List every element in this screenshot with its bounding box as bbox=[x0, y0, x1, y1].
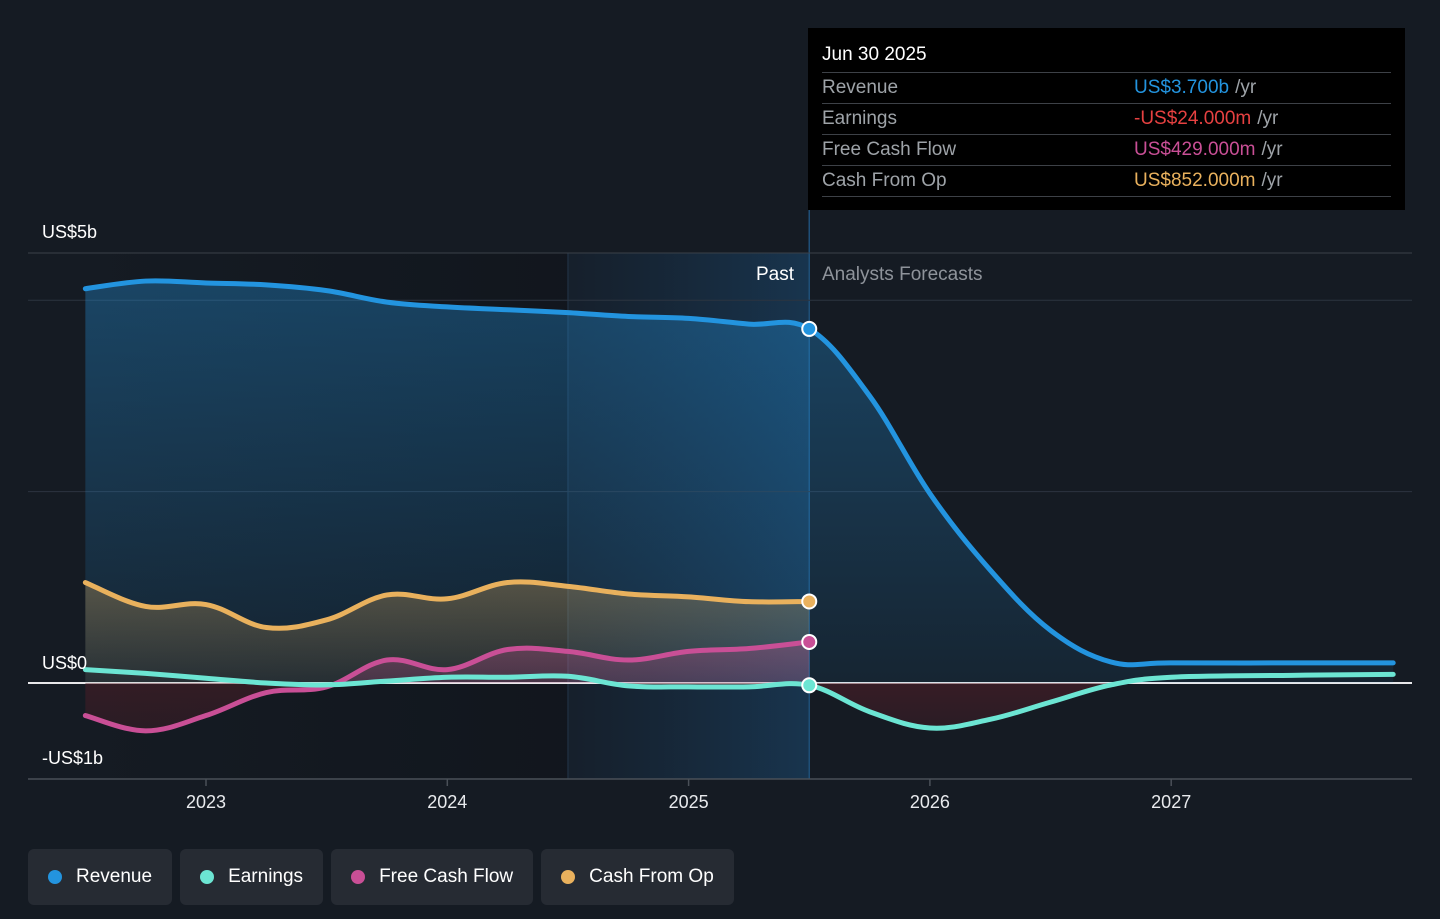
tooltip-value: US$852.000m bbox=[1134, 170, 1256, 191]
tooltip-name: Cash From Op bbox=[822, 170, 947, 191]
legend-label: Cash From Op bbox=[589, 866, 714, 887]
y-tick-label-bottom: -US$1b bbox=[42, 748, 103, 768]
tooltip-value: US$429.000m bbox=[1134, 139, 1256, 160]
x-tick-label: 2025 bbox=[669, 792, 709, 812]
tooltip-name: Free Cash Flow bbox=[822, 139, 957, 160]
legend-dot-icon bbox=[351, 870, 366, 884]
tooltip-unit: /yr bbox=[1261, 170, 1283, 191]
tooltip-date: Jun 30 2025 bbox=[822, 44, 927, 65]
free-cash-flow-area bbox=[85, 641, 810, 683]
free-cash-flow-marker bbox=[801, 633, 818, 650]
earnings-line bbox=[82, 667, 1396, 731]
legend-dot-icon bbox=[561, 870, 576, 884]
tooltip-unit: /yr bbox=[1257, 108, 1279, 129]
legend-dot-icon bbox=[200, 870, 215, 884]
tooltip-name: Revenue bbox=[822, 77, 899, 98]
tooltip-unit: /yr bbox=[1235, 77, 1257, 98]
y-tick-label-top: US$5b bbox=[42, 222, 97, 242]
x-tick-label: 2027 bbox=[1151, 792, 1191, 812]
tooltip-row-earnings: Earnings -US$24.000m /yr bbox=[822, 103, 1391, 134]
tooltip-name: Earnings bbox=[822, 108, 897, 129]
legend-item-free-cash-flow[interactable]: Free Cash Flow bbox=[331, 849, 534, 905]
legend-item-revenue[interactable]: Revenue bbox=[28, 849, 173, 905]
past-label: Past bbox=[756, 264, 795, 285]
tooltip-row-cash-from-op: Cash From Op US$852.000m /yr bbox=[822, 165, 1391, 197]
x-tick-label: 2024 bbox=[427, 792, 467, 812]
revenue-marker bbox=[801, 320, 818, 337]
revenue-area bbox=[85, 280, 1394, 683]
legend-dot-icon bbox=[48, 870, 62, 884]
legend: Revenue Earnings Free Cash Flow Cash Fro… bbox=[28, 849, 734, 905]
cash-from-op-marker bbox=[801, 593, 818, 610]
free-cash-flow-negative-area bbox=[85, 683, 810, 731]
cash-from-op-line bbox=[82, 579, 812, 631]
y-tick-label-zero: US$0 bbox=[42, 653, 87, 673]
earnings-marker bbox=[801, 677, 818, 694]
earnings-negative-area bbox=[85, 683, 1394, 729]
legend-label: Revenue bbox=[76, 866, 153, 887]
legend-label: Earnings bbox=[228, 866, 304, 887]
tooltip-row-revenue: Revenue US$3.700b /yr bbox=[822, 72, 1391, 103]
x-tick-label: 2026 bbox=[910, 792, 950, 812]
tooltip-value: -US$24.000m bbox=[1134, 108, 1252, 129]
legend-item-earnings[interactable]: Earnings bbox=[180, 849, 324, 905]
revenue-line bbox=[82, 278, 1396, 668]
x-tick-label: 2023 bbox=[186, 792, 226, 812]
tooltip-row-free-cash-flow: Free Cash Flow US$429.000m /yr bbox=[822, 134, 1391, 165]
legend-item-cash-from-op[interactable]: Cash From Op bbox=[541, 849, 734, 905]
legend-label: Free Cash Flow bbox=[379, 866, 514, 887]
forecast-label: Analysts Forecasts bbox=[822, 264, 983, 285]
tooltip-value: US$3.700b bbox=[1134, 77, 1230, 98]
free-cash-flow-line bbox=[82, 639, 812, 734]
tooltip: Jun 30 2025 Revenue US$3.700b /yr Earnin… bbox=[808, 28, 1405, 210]
tooltip-unit: /yr bbox=[1261, 139, 1283, 160]
